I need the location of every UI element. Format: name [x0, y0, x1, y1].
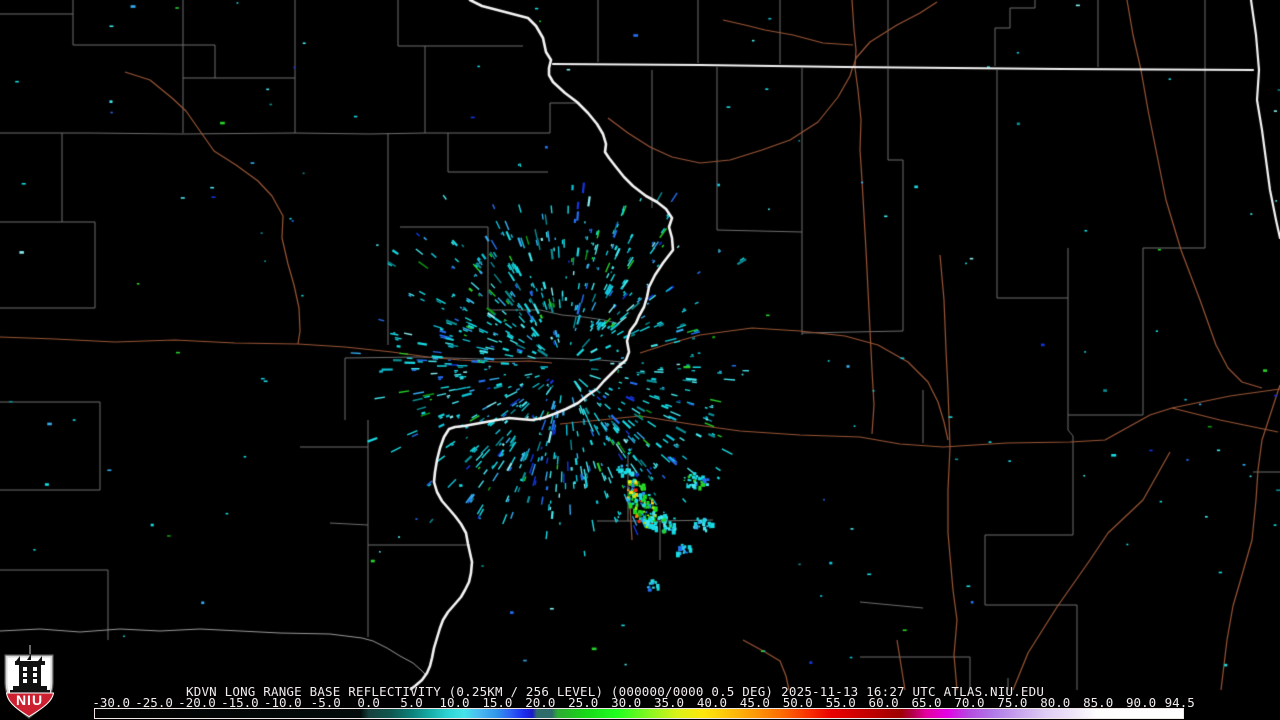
niu-logo: NIU	[3, 645, 57, 720]
niu-shield-icon: NIU	[4, 645, 55, 719]
niu-logo-text: NIU	[16, 692, 43, 708]
